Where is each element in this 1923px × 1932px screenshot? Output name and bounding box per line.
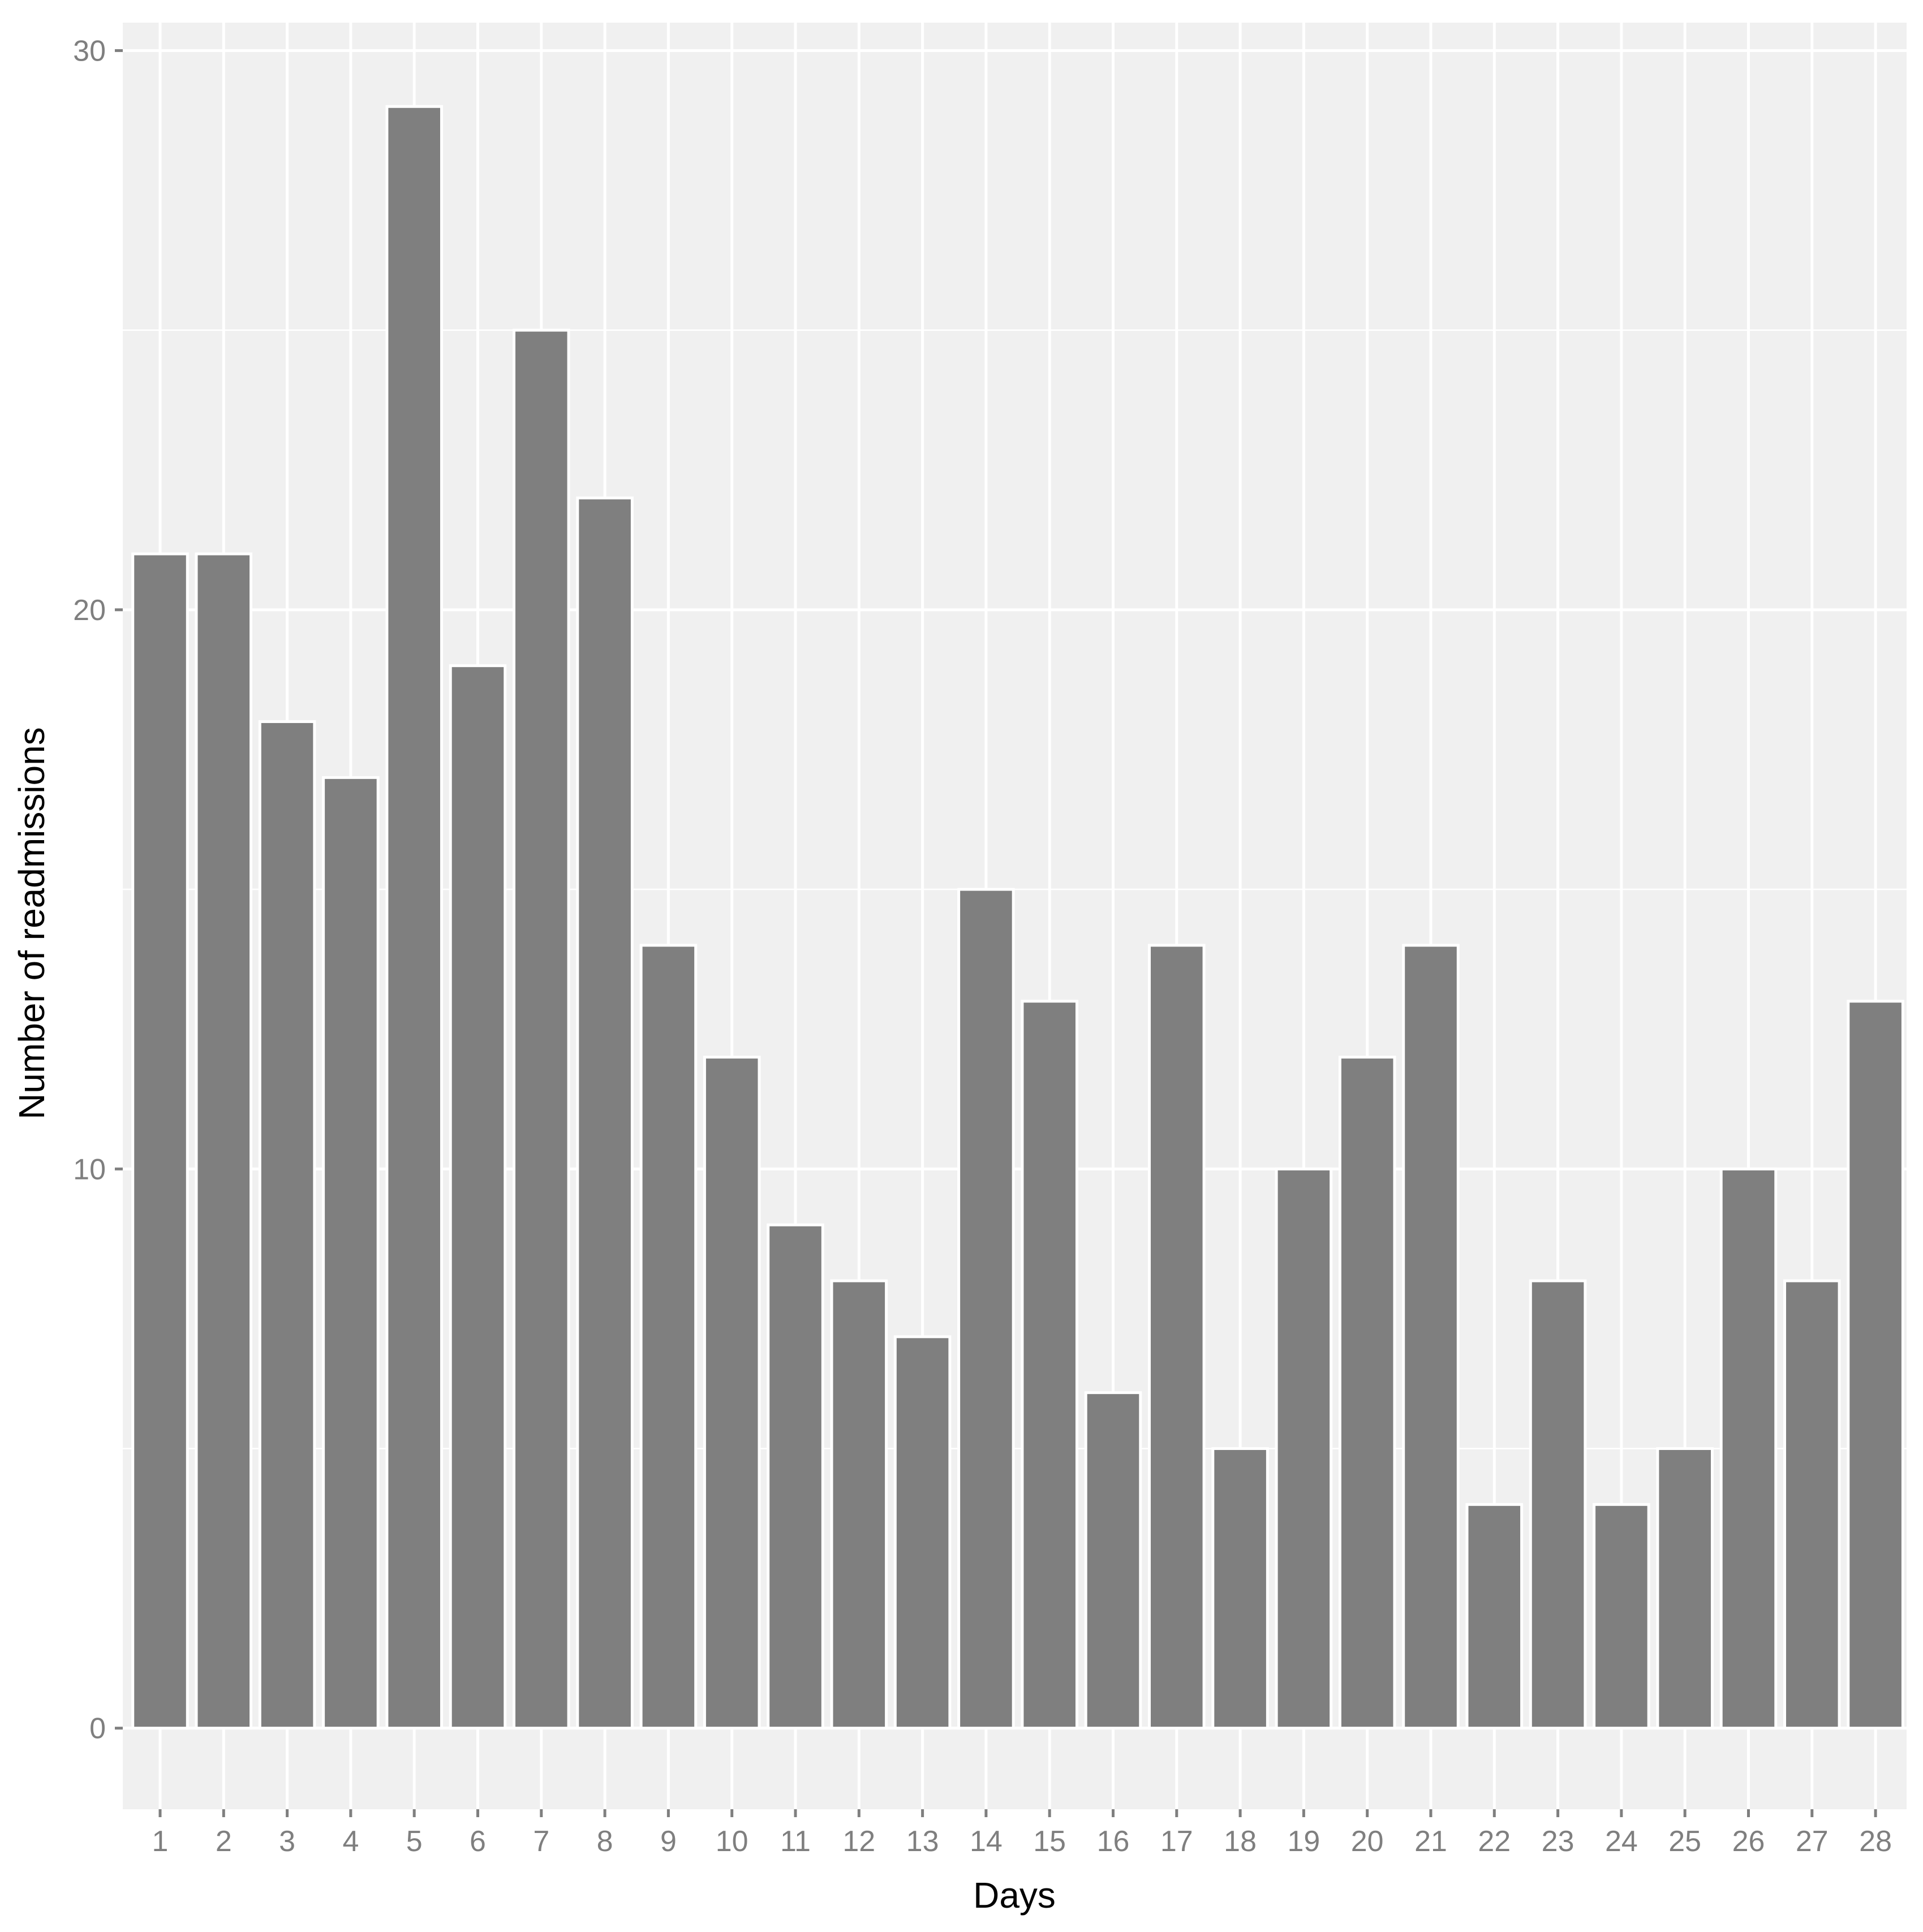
x-tick-label: 21 xyxy=(1414,1825,1447,1858)
x-tick-label: 7 xyxy=(533,1825,549,1858)
bar-day-12 xyxy=(830,1279,888,1730)
y-tick-label: 20 xyxy=(73,594,106,627)
x-tick-label: 15 xyxy=(1033,1825,1066,1858)
x-tick-label: 2 xyxy=(216,1825,232,1858)
bar-day-16 xyxy=(1084,1391,1142,1730)
bar-day-8 xyxy=(576,496,634,1730)
bar-day-7 xyxy=(513,329,570,1730)
x-tick-label: 1 xyxy=(152,1825,169,1858)
x-tick-label: 4 xyxy=(342,1825,359,1858)
y-tick-label: 0 xyxy=(89,1712,106,1745)
bar-day-17 xyxy=(1148,944,1206,1730)
bar-day-10 xyxy=(703,1056,761,1730)
x-tick-label: 24 xyxy=(1605,1825,1638,1858)
y-axis-tick-labels: 0 10 20 30 xyxy=(73,35,106,1745)
x-tick-label: 20 xyxy=(1351,1825,1384,1858)
y-tick-label: 10 xyxy=(73,1153,106,1186)
y-tick-label: 30 xyxy=(73,35,106,67)
bar-day-21 xyxy=(1402,944,1460,1730)
y-axis-title: Number of readmissions xyxy=(11,727,52,1120)
x-tick-label: 8 xyxy=(597,1825,613,1858)
bar-day-19 xyxy=(1275,1167,1333,1730)
y-axis-ticks xyxy=(115,49,123,1730)
bar-day-4 xyxy=(322,776,380,1730)
x-tick-label: 12 xyxy=(842,1825,875,1858)
x-tick-label: 9 xyxy=(660,1825,677,1858)
x-tick-label: 11 xyxy=(780,1825,811,1858)
x-tick-label: 22 xyxy=(1478,1825,1511,1858)
bar-day-27 xyxy=(1783,1279,1841,1730)
x-axis-tick-labels: 1 2 3 4 5 6 7 8 9 10 11 12 13 14 15 16 17 18 19 20 21 22 23 24 2… xyxy=(152,1825,1892,1858)
bar-day-28 xyxy=(1847,1000,1904,1730)
x-axis-ticks xyxy=(158,1809,1877,1817)
bar-day-3 xyxy=(258,720,316,1730)
x-tick-label: 27 xyxy=(1796,1825,1829,1858)
x-tick-label: 25 xyxy=(1668,1825,1701,1858)
bar-day-25 xyxy=(1656,1447,1714,1730)
x-tick-label: 19 xyxy=(1287,1825,1320,1858)
x-axis-title: Days xyxy=(973,1875,1056,1916)
x-tick-label: 3 xyxy=(279,1825,295,1858)
bar-day-18 xyxy=(1211,1447,1269,1730)
bar-day-23 xyxy=(1529,1279,1587,1730)
x-tick-label: 16 xyxy=(1097,1825,1130,1858)
bar-day-22 xyxy=(1465,1503,1524,1730)
x-tick-label: 5 xyxy=(406,1825,423,1858)
bar-day-24 xyxy=(1593,1503,1650,1730)
bar-day-1 xyxy=(131,552,189,1730)
x-tick-label: 6 xyxy=(470,1825,486,1858)
bar-day-26 xyxy=(1719,1167,1778,1730)
bar-day-13 xyxy=(893,1335,952,1730)
bar-day-5 xyxy=(385,105,443,1730)
bar-day-20 xyxy=(1338,1056,1396,1730)
x-tick-label: 13 xyxy=(906,1825,939,1858)
x-tick-label: 23 xyxy=(1542,1825,1574,1858)
bars xyxy=(131,105,1904,1730)
x-tick-label: 14 xyxy=(970,1825,1003,1858)
bar-day-14 xyxy=(957,888,1015,1730)
bar-day-6 xyxy=(449,664,507,1730)
bar-day-9 xyxy=(639,944,698,1730)
bar-day-15 xyxy=(1021,1000,1078,1730)
x-tick-label: 18 xyxy=(1224,1825,1257,1858)
x-tick-label: 28 xyxy=(1859,1825,1892,1858)
bar-day-11 xyxy=(767,1223,824,1730)
x-tick-label: 26 xyxy=(1732,1825,1765,1858)
bar-day-2 xyxy=(195,552,253,1730)
x-tick-label: 10 xyxy=(716,1825,748,1858)
x-tick-label: 17 xyxy=(1160,1825,1193,1858)
